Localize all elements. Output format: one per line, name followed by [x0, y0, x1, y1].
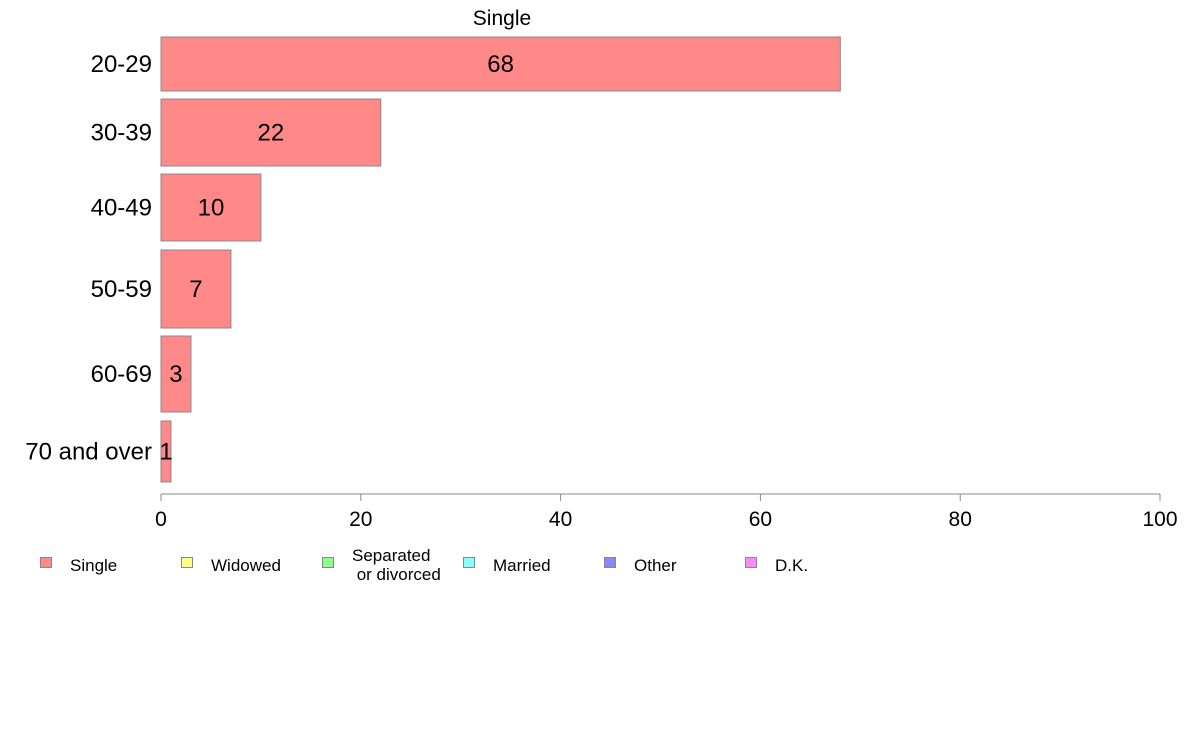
x-tick-label: 80: [949, 508, 972, 531]
bar-60-69: [160, 335, 192, 413]
bar-30-39: [160, 98, 382, 167]
category-label: 50-59: [91, 276, 152, 303]
x-tick-label: 40: [549, 508, 572, 531]
x-axis: 0 20 40 60 80 100: [155, 493, 1178, 531]
legend-label: D.K.: [775, 555, 809, 575]
legend-swatch: [745, 557, 757, 568]
category-label: 70 and over: [25, 439, 152, 466]
legend-label: Single: [70, 555, 118, 575]
data-label: 3: [169, 361, 182, 388]
x-tick-label: 0: [155, 508, 167, 531]
bar-70-and-over: [160, 420, 172, 483]
legend-swatch: [463, 557, 475, 568]
category-label: 40-49: [91, 195, 152, 222]
x-tick-label: 100: [1142, 508, 1177, 531]
data-label: 22: [258, 120, 285, 147]
x-tick-label: 20: [349, 508, 372, 531]
legend-swatch: [181, 557, 193, 568]
category-label: 20-29: [91, 51, 152, 78]
data-label: 7: [189, 276, 202, 303]
legend-label: Separated or divorced: [352, 546, 441, 584]
category-label: 30-39: [91, 120, 152, 147]
chart-title: Single: [473, 7, 531, 30]
legend-label: Widowed: [211, 555, 281, 575]
bar-50-59: [160, 249, 232, 329]
legend-swatch: [40, 557, 52, 568]
data-label: 68: [487, 51, 514, 78]
legend-label: Married: [493, 555, 551, 575]
bar-20-29: [160, 36, 841, 92]
legend: Single Widowed Separated or divorced Marrie…: [0, 540, 1188, 590]
legend-label: Other: [634, 555, 677, 575]
legend-swatch: [604, 557, 616, 568]
bar-40-49: [160, 173, 262, 242]
data-label: 1: [159, 439, 172, 466]
x-tick-label: 60: [749, 508, 772, 531]
category-label: 60-69: [91, 361, 152, 388]
legend-swatch: [322, 557, 334, 568]
bars-group: 20-29 68 30-39 22 40-49 10 50-59 7 60-69 3 70 and …: [25, 36, 841, 483]
data-label: 10: [198, 195, 225, 222]
